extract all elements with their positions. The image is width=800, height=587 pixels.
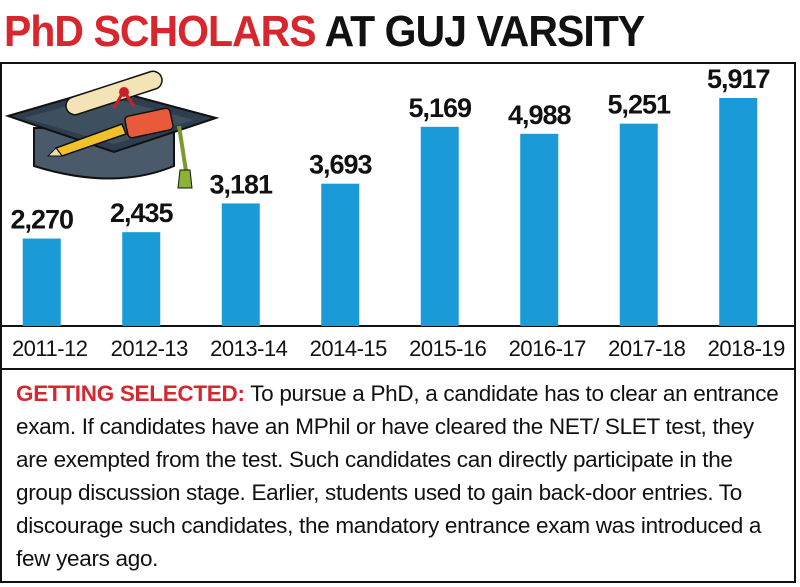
chart-note-divider xyxy=(0,368,796,370)
explanatory-note: GETTING SELECTED: To pursue a PhD, a can… xyxy=(16,377,786,575)
data-label-2014-15: 3,693 xyxy=(309,150,373,180)
graduation-cap-diploma-icon xyxy=(4,70,219,189)
note-body: To pursue a PhD, a candidate has to clea… xyxy=(16,381,779,571)
data-label-2016-17: 4,988 xyxy=(508,100,572,130)
x-tick-label-2015-16: 2015-16 xyxy=(409,336,487,361)
bar-2013-14 xyxy=(221,203,260,326)
x-tick-label-2017-18: 2017-18 xyxy=(608,336,686,361)
data-label-2018-19: 5,917 xyxy=(707,64,770,94)
title-part-red: PhD SCHOLARS xyxy=(4,7,317,56)
title-part-black: AT GUJ VARSITY xyxy=(324,7,646,56)
bar-2018-19 xyxy=(719,98,758,326)
x-tick-label-2016-17: 2016-17 xyxy=(509,336,587,361)
data-label-2012-13: 2,435 xyxy=(110,198,174,228)
note-lead: GETTING SELECTED: xyxy=(16,381,245,406)
bar-2012-13 xyxy=(122,232,161,326)
x-tick-label-2018-19: 2018-19 xyxy=(708,336,786,361)
x-tick-label-2011-12: 2011-12 xyxy=(12,336,88,361)
chart-title: PhD SCHOLARS AT GUJ VARSITY xyxy=(4,4,646,60)
bar-2014-15 xyxy=(321,183,360,326)
chart-frame xyxy=(0,62,796,583)
bar-2015-16 xyxy=(420,126,459,326)
x-tick-label-2014-15: 2014-15 xyxy=(310,336,388,361)
data-label-2017-18: 5,251 xyxy=(607,90,671,120)
bar-2016-17 xyxy=(520,133,559,326)
bar-2017-18 xyxy=(619,123,658,326)
x-tick-label-2012-13: 2012-13 xyxy=(111,336,189,361)
data-label-2013-14: 3,181 xyxy=(209,169,273,199)
bar-2011-12 xyxy=(22,238,61,326)
data-label-2015-16: 5,169 xyxy=(408,93,472,123)
x-tick-label-2013-14: 2013-14 xyxy=(210,336,288,361)
data-label-2011-12: 2,270 xyxy=(10,205,73,235)
bar-chart: 2,270 2011-12 2,435 2012-13 3,181 2013-14 3,69… xyxy=(0,64,796,361)
